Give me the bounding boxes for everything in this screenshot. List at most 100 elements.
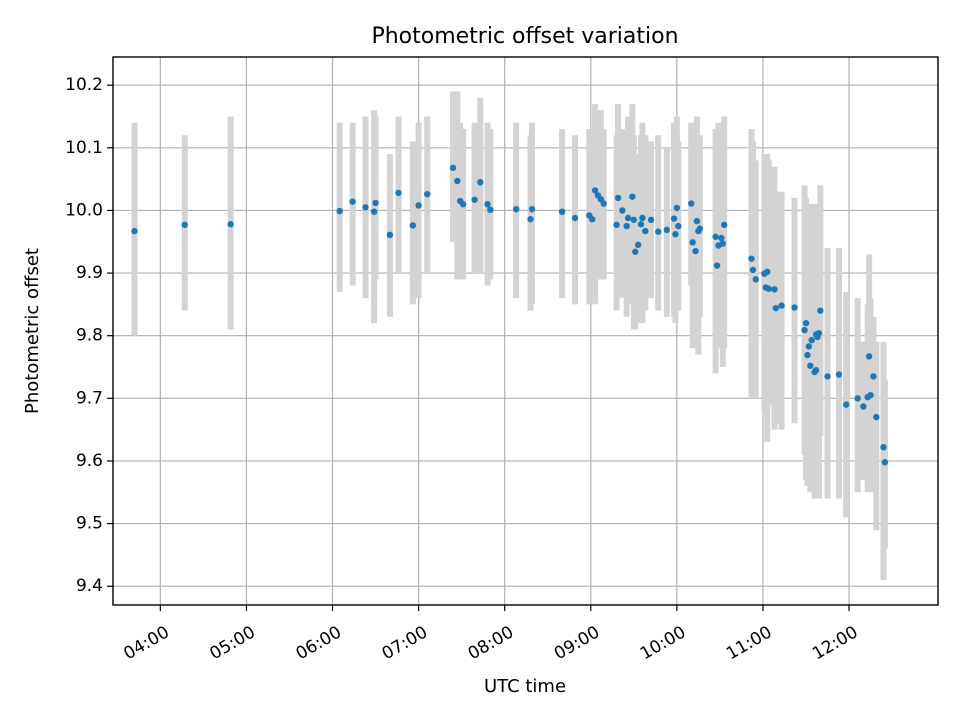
data-point xyxy=(558,208,566,215)
data-point xyxy=(395,189,402,197)
data-point xyxy=(131,227,138,235)
data-point xyxy=(629,193,636,200)
data-point xyxy=(670,215,678,222)
y-tick-label: 10.2 xyxy=(65,75,103,95)
data-point xyxy=(692,247,699,255)
data-point xyxy=(459,200,467,208)
data-point xyxy=(639,214,646,222)
data-point xyxy=(881,459,889,466)
data-point xyxy=(471,196,478,203)
data-point xyxy=(718,234,725,242)
data-point xyxy=(748,255,755,262)
data-point xyxy=(484,200,491,208)
data-point xyxy=(719,240,726,247)
data-point xyxy=(689,239,696,246)
data-point xyxy=(624,214,632,222)
data-point xyxy=(672,231,679,238)
plot-frame xyxy=(112,56,939,606)
data-point xyxy=(634,241,642,249)
data-point xyxy=(804,351,811,359)
data-point xyxy=(637,221,645,228)
data-point xyxy=(752,276,759,283)
y-tick-label: 9.8 xyxy=(76,326,103,346)
data-point xyxy=(336,207,343,215)
chart-title: Photometric offset variation xyxy=(371,24,678,49)
data-point xyxy=(696,225,704,232)
data-point xyxy=(807,362,814,369)
data-point xyxy=(227,221,234,228)
data-point xyxy=(880,443,887,451)
data-point xyxy=(632,248,639,255)
data-point xyxy=(370,208,378,215)
data-point xyxy=(867,391,874,399)
data-point xyxy=(764,268,771,276)
data-point xyxy=(409,222,417,229)
data-point xyxy=(528,205,536,213)
data-point xyxy=(765,285,772,292)
data-point xyxy=(721,221,728,229)
data-point xyxy=(589,216,596,223)
data-point xyxy=(802,319,810,327)
data-point xyxy=(655,228,662,235)
data-point xyxy=(673,204,681,212)
data-point xyxy=(817,307,824,314)
data-point xyxy=(805,343,813,350)
data-point xyxy=(663,226,671,234)
data-point xyxy=(454,177,461,185)
grid-lines xyxy=(113,57,938,605)
y-tick-label: 9.5 xyxy=(76,514,103,534)
data-point xyxy=(527,216,534,223)
data-point xyxy=(630,216,638,224)
y-tick-label: 10.1 xyxy=(65,138,103,158)
data-point xyxy=(712,233,719,240)
data-point xyxy=(181,221,188,229)
data-point xyxy=(835,371,843,378)
x-axis-label: UTC time xyxy=(484,676,566,697)
data-point xyxy=(415,202,422,209)
y-tick-label: 10.0 xyxy=(65,200,103,220)
y-tick-label: 9.6 xyxy=(76,451,103,471)
data-point xyxy=(860,403,867,410)
data-point xyxy=(870,373,877,380)
data-point xyxy=(571,214,579,222)
data-point xyxy=(688,200,695,207)
data-point xyxy=(647,216,655,224)
data-point xyxy=(613,221,620,229)
data-point xyxy=(642,227,649,235)
data-point xyxy=(477,179,484,186)
data-point xyxy=(619,207,626,214)
y-axis-label: Photometric offset xyxy=(22,248,43,414)
data-point xyxy=(801,326,808,334)
data-point xyxy=(713,262,721,269)
data-point xyxy=(614,194,622,202)
data-point xyxy=(865,353,873,360)
data-point xyxy=(372,199,379,207)
data-point xyxy=(512,205,520,213)
data-point xyxy=(449,164,457,172)
data-point xyxy=(749,266,757,274)
y-tick-label: 9.9 xyxy=(76,263,103,283)
y-tick-label: 9.4 xyxy=(76,576,103,596)
data-point xyxy=(824,373,831,380)
data-point xyxy=(808,336,815,344)
y-tick-label: 9.7 xyxy=(76,388,103,408)
data-point xyxy=(362,204,369,211)
data-point xyxy=(591,187,599,194)
data-point xyxy=(812,366,820,374)
data-point xyxy=(675,222,682,230)
data-point xyxy=(854,395,861,402)
data-point xyxy=(600,200,607,207)
data-point xyxy=(487,206,494,214)
data-point xyxy=(424,190,431,198)
data-point xyxy=(778,302,785,309)
data-point xyxy=(771,286,778,293)
data-point xyxy=(842,401,850,408)
data-point xyxy=(349,198,356,205)
data-point xyxy=(791,304,798,311)
data-point xyxy=(386,231,394,239)
data-point xyxy=(815,329,823,337)
data-points xyxy=(131,164,889,466)
data-point xyxy=(623,222,630,230)
data-point xyxy=(693,217,701,225)
